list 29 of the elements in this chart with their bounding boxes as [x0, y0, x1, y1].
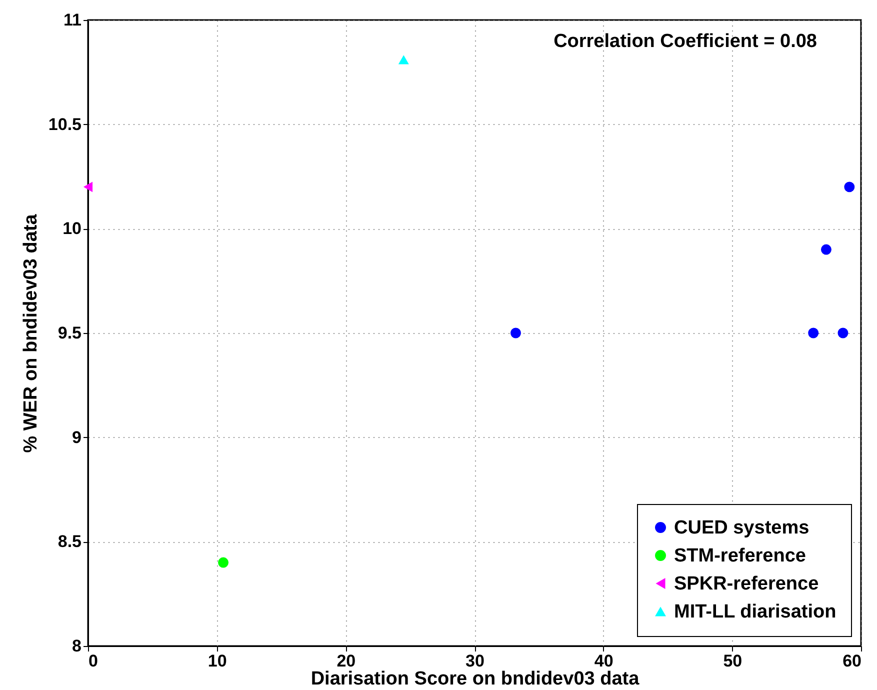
- x-tick-label: 50: [723, 652, 742, 670]
- legend-label: CUED systems: [674, 518, 810, 538]
- point: [808, 328, 819, 338]
- y-tick-label: 8.5: [58, 532, 82, 552]
- y-tick-label: 9.5: [58, 324, 82, 342]
- x-tick-label: 0: [88, 652, 98, 670]
- x-tick-label: 10: [208, 652, 227, 670]
- x-tick-label: 60: [842, 652, 862, 670]
- point: [83, 182, 93, 192]
- y-tick-label: 9: [72, 428, 82, 447]
- y-tick-label: 10.5: [48, 114, 82, 134]
- legend-label: STM-reference: [674, 546, 806, 566]
- y-tick-label: 11: [64, 10, 82, 30]
- point: [218, 557, 229, 568]
- point: [838, 328, 848, 338]
- legend-label: SPKR-reference: [674, 574, 819, 594]
- x-tick-label: 40: [594, 652, 614, 670]
- point: [510, 328, 521, 338]
- y-axis-title: % WER on bndidev03 data: [20, 214, 42, 453]
- x-tick-label: 30: [466, 652, 484, 670]
- point: [398, 55, 409, 64]
- legend-label: MIT-LL diarisation: [674, 602, 836, 622]
- y-tick-label: 10: [62, 219, 82, 238]
- y-tick-label: 8: [72, 636, 82, 656]
- x-tick-label: 20: [336, 652, 356, 670]
- annotation: Correlation Coefficient = 0.08: [554, 31, 817, 52]
- point: [820, 244, 832, 255]
- point: [844, 182, 855, 192]
- x-axis-title: Diarisation Score on bndidev03 data: [310, 668, 640, 690]
